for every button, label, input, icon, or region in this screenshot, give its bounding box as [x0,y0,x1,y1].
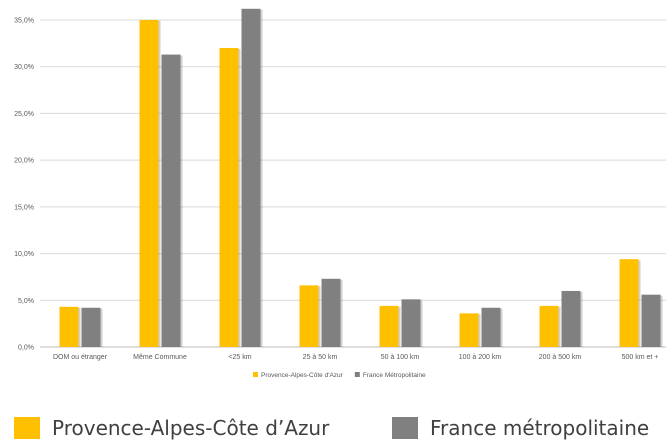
y-axis-ticks: 0,0% 5,0% 10,0% 15,0% 20,0% 25,0% 30,0% 35,0% [14,18,34,352]
y-tick-label: 10,0% [14,251,34,258]
bar [321,278,341,347]
x-tick-label: <25 km [228,354,251,361]
bottom-legend-label-paca: Provence-Alpes-Côte d’Azur [52,416,330,440]
bar [401,299,421,347]
y-tick-label: 15,0% [14,204,34,211]
bar [539,305,559,347]
bar [161,54,181,347]
bar [139,20,159,347]
x-tick-label: 100 à 200 km [459,354,502,361]
legend-swatch [354,372,360,377]
bottom-legend-swatch-paca [14,417,40,439]
bar [299,285,319,347]
legend-swatch [253,372,258,377]
x-tick-label: Même Commune [133,354,187,361]
y-tick-label: 35,0% [14,18,34,25]
y-tick-label: 25,0% [14,111,34,118]
legend-label: Provence-Alpes-Côte d'Azur [261,372,344,379]
x-tick-label: 500 km et + [622,354,659,361]
bar [481,307,501,347]
x-tick-label: 25 à 50 km [303,354,338,361]
bar [379,305,399,347]
bar [59,306,79,347]
bottom-legend-item-paca: Provence-Alpes-Côte d’Azur [14,416,329,440]
bar [81,307,101,347]
legend-label: France Métropolitaine [363,372,426,379]
bar-chart: 0,0% 5,0% 10,0% 15,0% 20,0% 25,0% 30,0% 35,0% D… [14,8,666,379]
bottom-legend-swatch-france [392,417,418,439]
bar [241,8,261,347]
bottom-legend-label-france: France métropolitaine [430,416,650,440]
bottom-legend-item-france: France métropolitaine [392,416,649,440]
bar [561,290,581,347]
y-tick-label: 20,0% [14,158,34,165]
bar [459,313,479,347]
x-tick-label: 50 à 100 km [381,354,420,361]
x-tick-label: DOM ou étranger [53,354,108,361]
bars [59,8,663,348]
x-axis-ticks: DOM ou étranger Même Commune <25 km 25 à 50… [53,354,658,361]
y-tick-label: 30,0% [14,64,34,71]
x-tick-label: 200 à 500 km [539,354,582,361]
bar [641,294,661,347]
bar [219,48,239,348]
bar [619,259,639,347]
chart-legend: Provence-Alpes-Côte d'Azur France Métropo… [253,372,426,379]
y-tick-label: 5,0% [18,298,34,305]
y-tick-label: 0,0% [18,345,34,352]
bottom-legend: Provence-Alpes-Côte d’Azur France métrop… [0,412,666,440]
